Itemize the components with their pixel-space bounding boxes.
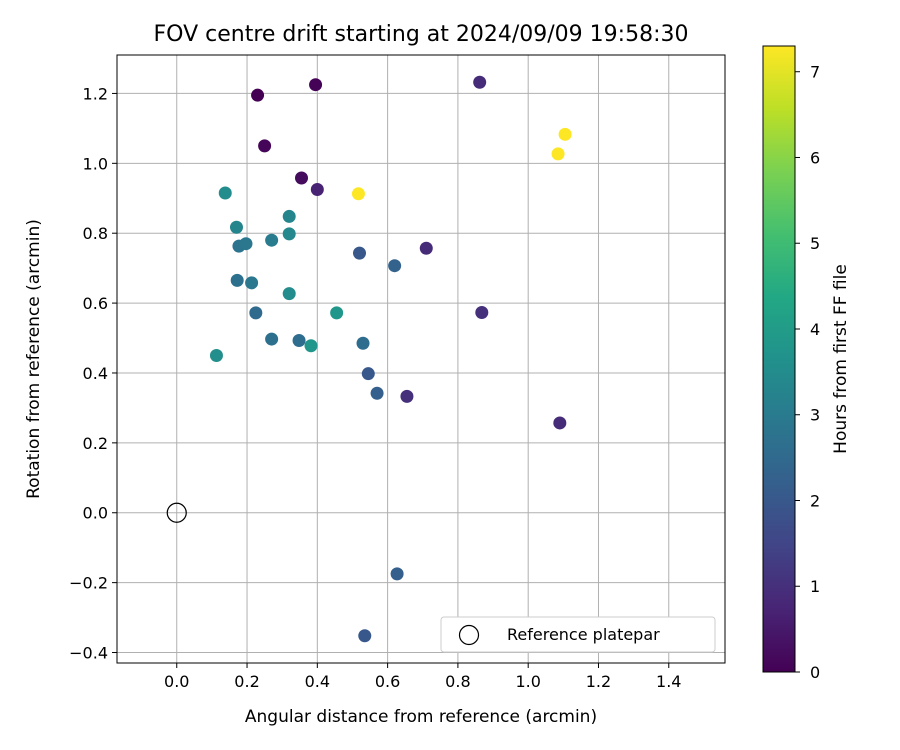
- y-tick-label: −0.2: [69, 574, 108, 593]
- data-point: [551, 147, 565, 161]
- x-axis-label: Angular distance from reference (arcmin): [245, 707, 597, 727]
- data-point: [230, 273, 244, 287]
- data-point: [473, 75, 487, 89]
- data-point: [351, 187, 365, 201]
- y-tick-label: 0.4: [83, 364, 108, 383]
- data-point: [475, 306, 489, 320]
- colorbar-tick-label: 4: [810, 320, 820, 339]
- colorbar-tick-label: 1: [810, 577, 820, 596]
- data-point: [265, 332, 279, 346]
- reference-platepar-marker: [166, 502, 187, 523]
- x-tick-label: 0.0: [164, 672, 189, 691]
- data-point: [229, 220, 243, 234]
- data-point: [245, 276, 259, 290]
- chart-title: FOV centre drift starting at 2024/09/09 …: [154, 22, 689, 47]
- data-point: [218, 186, 232, 200]
- colorbar-tick-label: 5: [810, 234, 820, 253]
- plot-frame: [116, 54, 726, 664]
- colorbar-tick-label: 3: [810, 406, 820, 425]
- data-point: [304, 339, 318, 353]
- data-point: [249, 306, 263, 320]
- colorbar: 0 1 2 3 4 5 6 7 Hours from first FF file: [762, 45, 851, 682]
- data-point: [553, 416, 567, 430]
- data-point: [330, 306, 344, 320]
- data-point: [295, 171, 309, 185]
- data-point: [282, 209, 296, 223]
- y-tick-label: 1.2: [83, 84, 108, 103]
- data-point: [310, 183, 324, 197]
- reference-layer: [166, 502, 187, 523]
- data-point: [361, 367, 375, 381]
- data-point: [239, 237, 253, 251]
- data-point: [209, 349, 223, 363]
- legend-label-reference: Reference platepar: [507, 625, 660, 644]
- x-tick-label: 0.6: [375, 672, 400, 691]
- x-tick-label: 1.2: [586, 672, 611, 691]
- x-tick-label: 0.2: [234, 672, 259, 691]
- plot-area: 0.0 0.2 0.4 0.6 0.8 1.0 1.2 1.4 −0.4 −0.2 0.0 0.2 0.…: [69, 54, 726, 691]
- data-point: [251, 88, 265, 102]
- data-point: [400, 389, 414, 403]
- data-point: [370, 386, 384, 400]
- data-point: [292, 333, 306, 347]
- colorbar-tick-label: 0: [810, 663, 820, 682]
- colorbar-tick-label: 2: [810, 491, 820, 510]
- data-point: [265, 233, 279, 247]
- legend-frame: [440, 616, 716, 653]
- y-axis-label: Rotation from reference (arcmin): [24, 219, 44, 499]
- y-tick-label: 0.2: [83, 434, 108, 453]
- y-tick-label: 0.8: [83, 224, 108, 243]
- colorbar-gradient: [762, 45, 796, 673]
- y-tick-label: 0.6: [83, 294, 108, 313]
- data-point: [358, 629, 372, 643]
- y-tick-label: 1.0: [83, 154, 108, 173]
- colorbar-label: Hours from first FF file: [831, 264, 851, 454]
- legend: Reference platepar: [440, 616, 716, 653]
- data-point: [282, 287, 296, 301]
- x-tick-label: 0.4: [305, 672, 330, 691]
- colorbar-ticks: 0 1 2 3 4 5 6 7: [795, 63, 820, 682]
- colorbar-tick-label: 6: [810, 148, 820, 167]
- x-tick-label: 1.4: [656, 672, 681, 691]
- data-points: [209, 75, 572, 643]
- x-tick-label: 1.0: [515, 672, 540, 691]
- data-point: [388, 259, 402, 273]
- data-point: [419, 241, 433, 255]
- data-point: [352, 246, 366, 260]
- legend-marker-reference: [458, 624, 480, 646]
- x-tick-label: 0.8: [445, 672, 470, 691]
- data-point: [309, 78, 323, 92]
- data-point: [282, 227, 296, 241]
- data-point: [258, 139, 272, 153]
- data-point: [390, 567, 404, 581]
- axis-ticks: 0.0 0.2 0.4 0.6 0.8 1.0 1.2 1.4 −0.4 −0.2 0.0 0.2 0.…: [69, 84, 681, 691]
- grid: [117, 55, 725, 663]
- data-point: [356, 336, 370, 350]
- y-tick-label: −0.4: [69, 644, 108, 663]
- y-tick-label: 0.0: [83, 504, 108, 523]
- colorbar-tick-label: 7: [810, 63, 820, 82]
- data-point: [558, 127, 572, 141]
